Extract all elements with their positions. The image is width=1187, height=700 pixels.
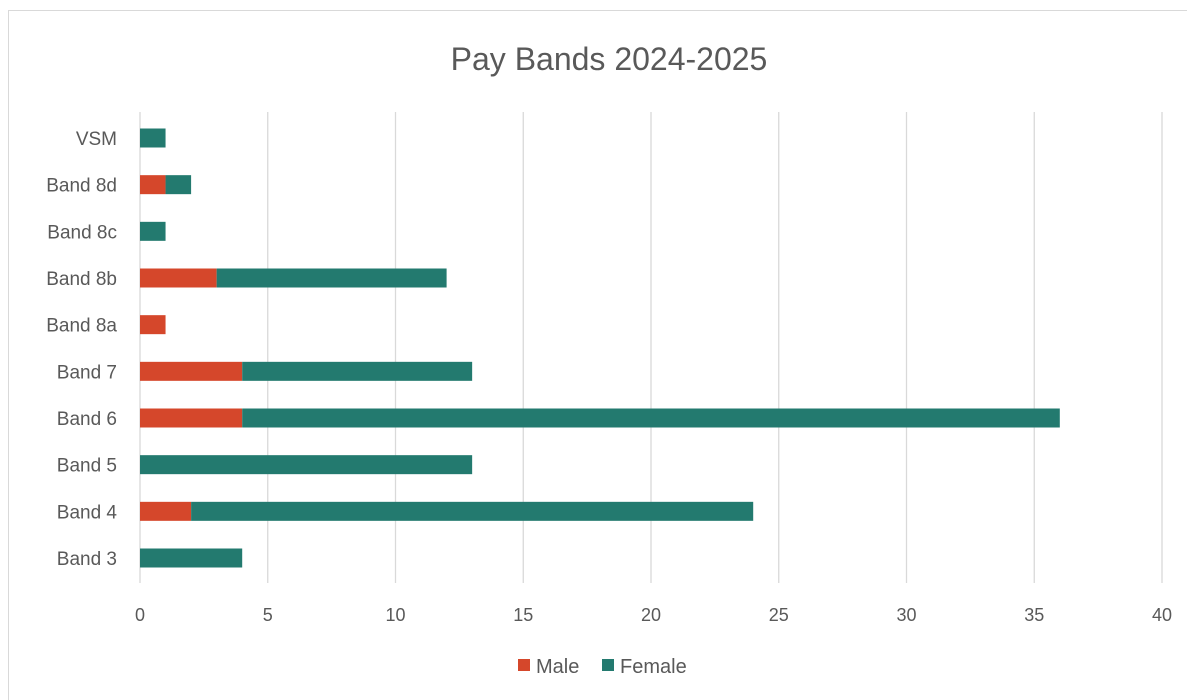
legend-label: Male bbox=[536, 656, 579, 678]
category-label: Band 8c bbox=[47, 222, 117, 243]
category-label: Band 8b bbox=[46, 269, 117, 290]
bar-female bbox=[165, 175, 192, 195]
bar-female bbox=[242, 361, 473, 381]
legend-label: Female bbox=[620, 656, 687, 678]
category-label: Band 8a bbox=[46, 316, 117, 337]
bar-female bbox=[140, 221, 166, 241]
x-tick-label: 10 bbox=[385, 605, 405, 625]
category-label: Band 7 bbox=[57, 362, 117, 383]
x-tick-label: 30 bbox=[896, 605, 916, 625]
x-tick-label: 35 bbox=[1024, 605, 1044, 625]
legend-swatch bbox=[602, 659, 614, 671]
legend-swatch bbox=[518, 659, 530, 671]
bar-male bbox=[140, 408, 243, 428]
bar-female bbox=[140, 128, 166, 148]
chart-frame bbox=[8, 10, 1187, 700]
bar-male bbox=[140, 501, 192, 521]
x-tick-label: 15 bbox=[513, 605, 533, 625]
bar-female bbox=[140, 455, 473, 475]
bar-female bbox=[191, 501, 754, 521]
category-label: Band 4 bbox=[57, 502, 118, 523]
x-axis-tick-labels: 0 5 10 15 20 25 30 35 40 bbox=[135, 605, 1172, 625]
chart-title: Pay Bands 2024-2025 bbox=[451, 41, 768, 77]
bars bbox=[140, 128, 1060, 568]
category-labels: Band 3 Band 4 Band 5 Band 6 Band 7 Band 8a Ban… bbox=[46, 129, 117, 570]
x-tick-label: 40 bbox=[1152, 605, 1172, 625]
legend: Male Female bbox=[518, 656, 687, 678]
bar-male bbox=[140, 361, 243, 381]
bar-male bbox=[140, 175, 166, 195]
x-tick-label: 5 bbox=[263, 605, 273, 625]
bar-female bbox=[216, 268, 447, 288]
category-label: Band 3 bbox=[57, 549, 117, 570]
category-label: Band 6 bbox=[57, 409, 117, 430]
category-label: VSM bbox=[76, 129, 117, 150]
bar-male bbox=[140, 268, 217, 288]
x-tick-label: 20 bbox=[641, 605, 661, 625]
x-tick-label: 0 bbox=[135, 605, 145, 625]
category-label: Band 5 bbox=[57, 456, 117, 477]
bar-female bbox=[140, 548, 243, 568]
bar-male bbox=[140, 315, 166, 335]
bar-female bbox=[242, 408, 1060, 428]
x-tick-label: 25 bbox=[769, 605, 789, 625]
category-label: Band 8d bbox=[46, 176, 117, 197]
